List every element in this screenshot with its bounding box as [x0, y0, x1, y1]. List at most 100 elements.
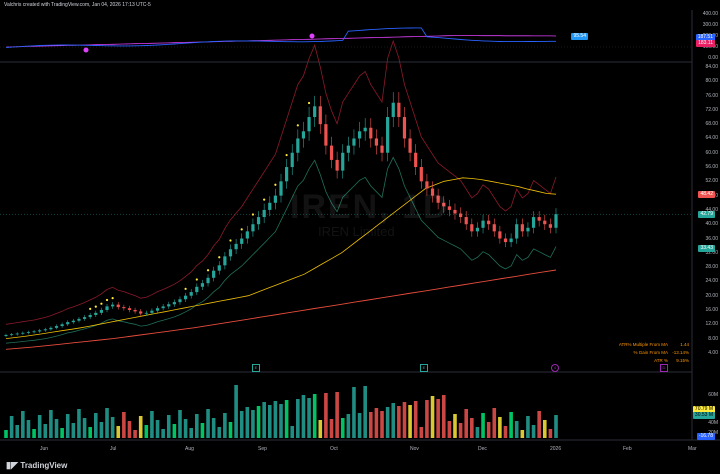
candle-body	[240, 238, 244, 244]
rs-marker-icon	[309, 33, 315, 39]
candle-body	[554, 214, 558, 228]
rs-ma-line	[5, 35, 557, 48]
volume-bar	[537, 411, 541, 438]
volume-bar	[239, 411, 244, 438]
candle-body	[94, 312, 98, 315]
rs-axis-tick: 400.00	[702, 11, 718, 17]
volume-bar	[267, 405, 272, 438]
candle-body	[144, 312, 148, 314]
volume-bar	[425, 400, 429, 438]
date-axis-tick: Feb	[623, 446, 632, 452]
candle-body	[133, 309, 137, 312]
tradingview-logo[interactable]: ▮◤ TradingView	[6, 460, 67, 471]
candle-body	[464, 217, 468, 225]
candle-body	[419, 167, 423, 182]
signal-dot	[218, 256, 221, 259]
candle-body	[273, 195, 277, 203]
price-axis-tick: 36.00	[705, 235, 718, 242]
volume-bar	[368, 412, 373, 438]
date-axis-tick: Dec	[478, 446, 487, 452]
candle-body	[66, 322, 70, 325]
candle-body	[458, 213, 463, 218]
candle-body	[515, 224, 519, 239]
candle-body	[346, 145, 350, 153]
candle-body	[526, 227, 530, 232]
candle-body	[402, 117, 407, 139]
volume-bar	[172, 424, 177, 438]
candle-body	[442, 202, 446, 207]
volume-bar	[71, 423, 76, 438]
volume-bar	[60, 428, 64, 438]
volume-bar	[110, 417, 115, 438]
price-tag: 42.79	[698, 211, 715, 219]
candle-body	[10, 334, 14, 336]
volume-bar	[464, 409, 469, 438]
volume-bar	[161, 429, 165, 438]
indicator-badge-icon[interactable]: D	[660, 364, 668, 372]
candle-body	[335, 159, 339, 171]
volume-bar	[200, 423, 205, 438]
event-flag-icon[interactable]: E	[420, 364, 428, 372]
price-axis-tick: 16.00	[705, 306, 718, 313]
volume-bar	[352, 387, 356, 438]
volume-bar	[481, 413, 485, 438]
date-axis-tick: 2026	[550, 446, 562, 452]
rs-axis-tick: 0.00	[708, 55, 718, 61]
volume-bar	[228, 422, 233, 438]
candle-body	[60, 324, 64, 327]
ma-long-line	[5, 269, 557, 350]
price-axis-tick: 40.00	[705, 221, 718, 228]
candle-body	[290, 152, 294, 168]
event-flag-icon[interactable]: 4	[551, 364, 559, 372]
chart-caption: Valchris created with TradingView.com, J…	[4, 2, 151, 8]
volume-bar	[554, 415, 558, 438]
volume-bar	[329, 419, 334, 438]
candle-body	[285, 167, 289, 182]
volume-bar	[419, 427, 424, 438]
price-axis-tick: 76.00	[705, 92, 718, 99]
volume-bar	[498, 417, 502, 438]
volume-bar	[256, 406, 261, 438]
candle-body	[54, 326, 59, 328]
signal-dot	[285, 153, 288, 157]
volume-bar	[458, 423, 463, 438]
price-axis-tick: 60.00	[705, 149, 718, 156]
volume-bar	[223, 413, 227, 438]
volume-bar	[217, 427, 222, 438]
volume-bar	[318, 420, 323, 438]
volume-bar	[133, 430, 137, 438]
price-axis-tick: 20.00	[705, 292, 718, 299]
volume-bar	[408, 405, 412, 438]
volume-bar	[82, 418, 87, 438]
event-flag-icon[interactable]: E	[252, 364, 260, 372]
volume-bar	[93, 413, 98, 438]
volume-bar	[195, 414, 199, 438]
volume-bar	[374, 408, 379, 438]
volume-bar	[144, 425, 149, 438]
candle-body	[200, 283, 205, 287]
price-axis-tick: 84.00	[705, 64, 718, 70]
volume-bar	[453, 414, 457, 438]
volume-bar	[206, 409, 210, 438]
volume-bar	[21, 411, 25, 438]
volume-bar	[251, 410, 255, 438]
price-axis-tick: 4.00	[708, 349, 718, 356]
candle-body	[189, 292, 193, 296]
volume-axis-tick: 40M	[708, 420, 718, 426]
candle-body	[520, 224, 524, 232]
indicator-value: 1.44	[680, 342, 689, 347]
volume-bar	[99, 422, 104, 438]
volume-bar	[340, 418, 345, 438]
volume-bar	[357, 413, 362, 438]
volume-bar	[475, 427, 480, 438]
candle-body	[88, 314, 92, 318]
candle-body	[324, 124, 328, 146]
volume-bar	[542, 420, 547, 438]
rs-marker-icon	[83, 47, 89, 53]
ma-short-line	[5, 177, 557, 339]
volume-bar	[127, 421, 132, 438]
candle-body	[307, 117, 311, 132]
price-axis-tick: 24.00	[705, 278, 718, 285]
price-tag: 33.43	[698, 244, 715, 252]
